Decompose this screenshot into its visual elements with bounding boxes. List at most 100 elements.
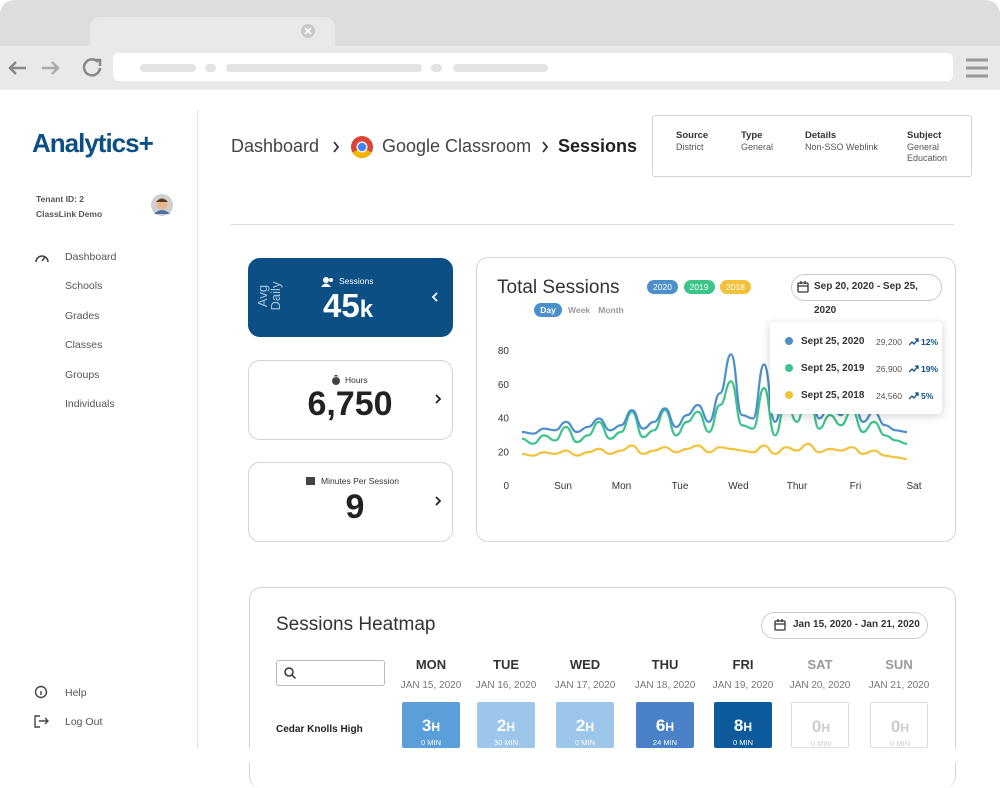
breadcrumb-icons <box>333 136 373 158</box>
cell-minutes: 0 MIN <box>810 739 831 748</box>
browser-tab[interactable] <box>90 17 335 47</box>
heat-cell[interactable]: 2H 0 MIN <box>556 702 614 748</box>
cell-minutes: 24 MIN <box>652 738 678 747</box>
timer-icon <box>332 375 340 385</box>
logo[interactable]: Analytics+ <box>32 128 154 158</box>
day-name: SUN <box>885 657 913 672</box>
chart-title: Total Sessions <box>497 277 620 298</box>
tooltip-date: Sept 25, 2019 <box>801 363 865 374</box>
cell-unit: H <box>585 720 595 734</box>
nav-item[interactable]: Individuals <box>65 398 115 410</box>
breadcrumb-item[interactable]: Google Classroom <box>382 136 532 156</box>
day-date: JAN 15, 2020 <box>400 680 462 691</box>
cell-unit: H <box>900 721 910 735</box>
day-name: MON <box>415 657 447 672</box>
cell-minutes: 0 MIN <box>889 739 910 748</box>
x-tick-label: Fri <box>850 481 862 492</box>
nav-item[interactable]: Schools <box>65 280 103 292</box>
y-tick-label: 80 <box>498 346 510 357</box>
cell-hours-number: 6 <box>655 716 666 735</box>
x-tick-label: Tue <box>672 481 689 492</box>
day-name: WED <box>569 657 601 672</box>
collapse[interactable] <box>430 290 440 304</box>
breadcrumb-item[interactable]: Dashboard <box>231 136 320 156</box>
cell-hours-number: 2 <box>496 716 507 735</box>
heat-cell[interactable]: 6H 24 MIN <box>636 702 694 748</box>
cell-minutes: 0 MIN <box>420 738 441 747</box>
cell-hours: 6H <box>636 716 694 736</box>
tooltip-date: Sept 25, 2020 <box>801 336 865 347</box>
browser-icons <box>8 24 988 81</box>
cell-hours-number: 3 <box>421 716 432 735</box>
x-tick-label: Sun <box>554 481 572 492</box>
heat-cell[interactable]: 8H 0 MIN <box>714 702 772 748</box>
search-box[interactable] <box>276 660 385 686</box>
expand[interactable] <box>433 392 443 406</box>
stat-label: Sessions <box>339 276 374 286</box>
x-tick-label: Wed <box>728 481 748 492</box>
stat-value: 45k <box>323 287 373 325</box>
trend-icon <box>909 392 919 400</box>
trend-arrow <box>909 392 919 400</box>
avatar[interactable] <box>150 193 174 217</box>
cell-unit: H <box>743 720 753 734</box>
cell-hours: 0H <box>792 717 848 737</box>
cell-hours-number: 2 <box>575 716 586 735</box>
nav-item[interactable]: Dashboard <box>65 251 117 263</box>
cell-minutes: 30 MIN <box>493 738 519 747</box>
stat-suffix: k <box>359 296 374 323</box>
tooltip-dot <box>785 337 793 345</box>
stat-card[interactable] <box>248 462 453 542</box>
stat-label: Hours <box>345 375 368 385</box>
period-option[interactable]: Day <box>534 303 562 317</box>
date-picker[interactable]: Jan 15, 2020 - Jan 21, 2020 <box>761 612 928 639</box>
day-date: JAN 20, 2020 <box>789 680 851 691</box>
cell-minutes: 0 MIN <box>574 738 595 747</box>
info-label: Type <box>741 130 763 141</box>
info-label: Details <box>805 130 837 141</box>
day-name: FRI <box>732 657 754 672</box>
legend-pill[interactable]: 2020 <box>647 280 678 294</box>
tooltip-value: 29,200 <box>876 337 902 347</box>
info-value: District <box>676 142 704 152</box>
sidebar-divider <box>197 110 198 762</box>
stat-card[interactable] <box>248 258 453 337</box>
cell-hours: 0H <box>871 717 927 737</box>
day-date: JAN 18, 2020 <box>634 680 696 691</box>
legend-pill[interactable]: 2019 <box>683 280 715 294</box>
cell-unit: H <box>506 720 516 734</box>
nav-item[interactable]: Classes <box>65 339 103 351</box>
legend-pill[interactable]: 2018 <box>720 280 751 294</box>
nav-item[interactable]: Grades <box>65 310 100 322</box>
y-tick-label: 0 <box>503 481 509 492</box>
tooltip-dot <box>785 364 793 372</box>
period-option[interactable]: Month <box>598 305 624 315</box>
heat-cell[interactable]: 0H 0 MIN <box>791 702 849 748</box>
cell-hours: 8H <box>714 716 772 736</box>
stat-card[interactable] <box>248 360 453 440</box>
period-option[interactable]: Week <box>567 305 591 315</box>
bottom-edge <box>0 748 1000 762</box>
tooltip-change: 19% <box>921 364 939 374</box>
y-tick-label: 60 <box>498 380 510 391</box>
heatmap-title: Sessions Heatmap <box>276 614 436 635</box>
day-name: TUE <box>493 657 519 672</box>
nav-item[interactable]: Groups <box>65 369 100 381</box>
trend-arrow <box>909 338 919 346</box>
cell-hours-number: 0 <box>890 717 901 736</box>
tooltip: Sept 25, 2020 29,200 12% Sept 25, 2019 26,90… <box>770 322 942 414</box>
x-tick-label: Thur <box>787 481 808 492</box>
heat-cell[interactable]: 0H 0 MIN <box>870 702 928 748</box>
info-value: General Education <box>907 142 948 163</box>
cell-unit: H <box>665 720 675 734</box>
heat-cell[interactable]: 2H 30 MIN <box>477 702 535 748</box>
tooltip-date: Sept 25, 2018 <box>801 390 865 401</box>
heat-cell[interactable]: 3H 0 MIN <box>402 702 460 748</box>
day-date: JAN 19, 2020 <box>712 680 774 691</box>
nav-item[interactable]: Log Out <box>65 716 103 728</box>
nav-item[interactable]: Help <box>65 687 87 699</box>
series-line <box>521 380 908 445</box>
date-picker[interactable]: Sep 20, 2020 - Sep 25, 2020 <box>791 274 942 316</box>
expand[interactable] <box>433 494 443 508</box>
info-label: Source <box>676 130 709 141</box>
